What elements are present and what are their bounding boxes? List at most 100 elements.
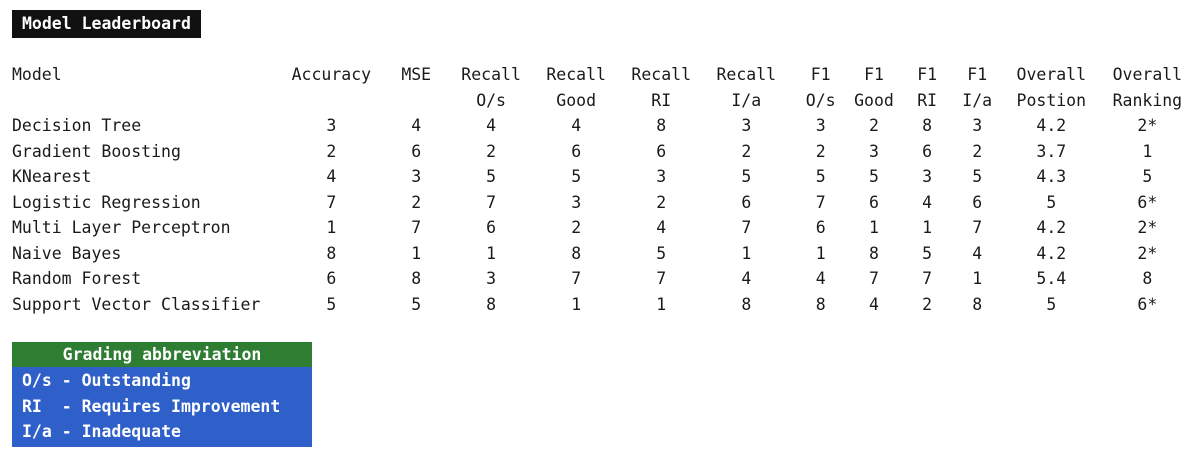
cell-accuracy: 7 bbox=[326, 192, 337, 212]
cell-overall_position: 5.4 bbox=[1036, 269, 1067, 288]
column-header-mse bbox=[379, 88, 454, 114]
cell-overall_position: 4.2 bbox=[1036, 218, 1067, 237]
cell-mse: 6 bbox=[411, 141, 422, 161]
column-header-recall_ri: RI bbox=[651, 90, 672, 110]
table-row: Support Vector Classifier 5 5 8 1 1 8 8 4 2 8 5 6* bbox=[12, 292, 1193, 318]
cell-f1_ia: 5 bbox=[972, 167, 983, 186]
column-header-recall_ia: Recall bbox=[716, 65, 777, 84]
cell-recall_os: 1 bbox=[486, 243, 497, 263]
cell-f1_ri: 5 bbox=[922, 243, 933, 263]
column-header-f1_ri: F1 bbox=[917, 65, 938, 84]
cell-recall_os: 3 bbox=[486, 269, 497, 288]
cell-accuracy: 3 bbox=[326, 116, 337, 135]
cell-f1_ia: 2 bbox=[972, 141, 983, 161]
cell-mse: 7 bbox=[411, 218, 422, 237]
table-row: Decision Tree 3 4 4 4 8 3 3 2 8 3 4.2 2* bbox=[12, 113, 1193, 139]
cell-mse: 4 bbox=[411, 116, 422, 135]
column-header-f1_good: Good bbox=[854, 90, 894, 110]
header-row: Model Accuracy MSE Recall Recall Recall Recall… bbox=[12, 62, 1193, 88]
cell-recall_good: 6 bbox=[571, 141, 582, 161]
cell-recall_good: 1 bbox=[571, 294, 582, 314]
header-row: O/s Good RI I/a O/s Good RI I/a Postion Ranking bbox=[12, 88, 1193, 114]
cell-f1_os: 7 bbox=[815, 192, 826, 212]
cell-recall_ia: 3 bbox=[741, 116, 752, 135]
cell-recall_good: 4 bbox=[571, 116, 582, 135]
cell-f1_ia: 6 bbox=[972, 192, 983, 212]
cell-f1_os: 4 bbox=[815, 269, 826, 288]
cell-model: Gradient Boosting bbox=[12, 141, 181, 161]
column-header-f1_os: O/s bbox=[805, 90, 836, 110]
table-row: Multi Layer Perceptron 1 7 6 2 4 7 6 1 1 7 4.2 2* bbox=[12, 215, 1193, 241]
legend-item: O/s - Outstanding bbox=[22, 371, 191, 390]
cell-recall_good: 8 bbox=[571, 243, 582, 263]
cell-overall_ranking: 5 bbox=[1142, 167, 1153, 186]
table-row: KNearest 4 3 5 5 3 5 5 5 3 5 4.3 5 bbox=[12, 164, 1193, 190]
cell-recall_good: 5 bbox=[571, 167, 582, 186]
cell-model: Decision Tree bbox=[12, 116, 142, 135]
cell-accuracy: 2 bbox=[326, 141, 337, 161]
cell-f1_ri: 6 bbox=[922, 141, 933, 161]
column-header-overall_ranking: Overall bbox=[1112, 65, 1183, 84]
cell-model: Support Vector Classifier bbox=[12, 294, 261, 314]
cell-recall_os: 2 bbox=[486, 141, 497, 161]
cell-overall_ranking: 2* bbox=[1137, 243, 1158, 263]
cell-f1_good: 6 bbox=[869, 192, 879, 212]
cell-f1_os: 3 bbox=[815, 116, 826, 135]
legend-item: I/a - Inadequate bbox=[22, 422, 181, 441]
cell-model: Multi Layer Perceptron bbox=[12, 218, 231, 237]
cell-recall_os: 4 bbox=[486, 116, 497, 135]
cell-recall_ri: 7 bbox=[656, 269, 667, 288]
cell-mse: 8 bbox=[411, 269, 422, 288]
cell-overall_position: 4.2 bbox=[1036, 243, 1067, 263]
cell-recall_ri: 4 bbox=[656, 218, 667, 237]
cell-recall_ia: 8 bbox=[741, 294, 752, 314]
cell-recall_ia: 1 bbox=[741, 243, 752, 263]
cell-recall_ia: 7 bbox=[741, 218, 752, 237]
column-header-f1_ia: F1 bbox=[967, 65, 988, 84]
cell-mse: 2 bbox=[411, 192, 422, 212]
cell-f1_ia: 3 bbox=[972, 116, 983, 135]
grading-legend: Grading abbreviation O/s - Outstanding RI… bbox=[12, 342, 312, 447]
cell-accuracy: 4 bbox=[326, 167, 337, 186]
cell-f1_good: 2 bbox=[869, 116, 879, 135]
cell-f1_ri: 3 bbox=[922, 167, 933, 186]
column-header-overall_position: Overall bbox=[1016, 65, 1087, 84]
legend-item: RI - Requires Improvement bbox=[22, 396, 281, 416]
cell-accuracy: 1 bbox=[326, 218, 337, 237]
cell-mse: 3 bbox=[411, 167, 422, 186]
cell-f1_good: 5 bbox=[869, 167, 879, 186]
cell-overall_ranking: 2* bbox=[1137, 116, 1158, 135]
cell-f1_ia: 1 bbox=[972, 269, 983, 288]
cell-f1_good: 7 bbox=[869, 269, 879, 288]
table-body: Decision Tree 3 4 4 4 8 3 3 2 8 3 4.2 2* Gradient Boo… bbox=[12, 113, 1193, 317]
column-header-f1_good: F1 bbox=[864, 65, 884, 84]
cell-recall_os: 7 bbox=[486, 192, 497, 212]
column-header-recall_ia: I/a bbox=[731, 90, 762, 110]
cell-mse: 5 bbox=[411, 294, 422, 314]
column-header-f1_os: F1 bbox=[810, 65, 831, 84]
table-header: Model Accuracy MSE Recall Recall Recall Recall… bbox=[12, 62, 1193, 113]
table-row: Random Forest 6 8 3 7 7 4 4 7 7 1 5.4 8 bbox=[12, 266, 1193, 292]
column-header-model bbox=[12, 88, 284, 114]
cell-overall_position: 5 bbox=[1046, 294, 1057, 314]
leaderboard-title: Model Leaderboard bbox=[12, 10, 201, 38]
column-header-overall_ranking: Ranking bbox=[1112, 90, 1183, 110]
cell-accuracy: 6 bbox=[326, 269, 337, 288]
cell-f1_good: 3 bbox=[869, 141, 879, 161]
cell-overall_position: 4.3 bbox=[1036, 167, 1067, 186]
column-header-recall_good: Good bbox=[556, 90, 597, 110]
legend-title: Grading abbreviation bbox=[12, 342, 312, 367]
cell-recall_os: 5 bbox=[486, 167, 497, 186]
cell-overall_position: 4.2 bbox=[1036, 116, 1067, 135]
cell-overall_ranking: 2* bbox=[1137, 218, 1158, 237]
table-row: Naive Bayes 8 1 1 8 5 1 1 8 5 4 4.2 2* bbox=[12, 241, 1193, 267]
cell-model: Naive Bayes bbox=[12, 243, 122, 263]
cell-recall_good: 2 bbox=[571, 218, 582, 237]
cell-model: Random Forest bbox=[12, 269, 142, 288]
cell-recall_ia: 4 bbox=[741, 269, 752, 288]
cell-f1_ri: 7 bbox=[922, 269, 933, 288]
column-header-f1_ri: RI bbox=[917, 90, 938, 110]
cell-f1_ri: 8 bbox=[922, 116, 933, 135]
cell-accuracy: 5 bbox=[326, 294, 337, 314]
column-header-recall_good: Recall bbox=[546, 65, 606, 84]
